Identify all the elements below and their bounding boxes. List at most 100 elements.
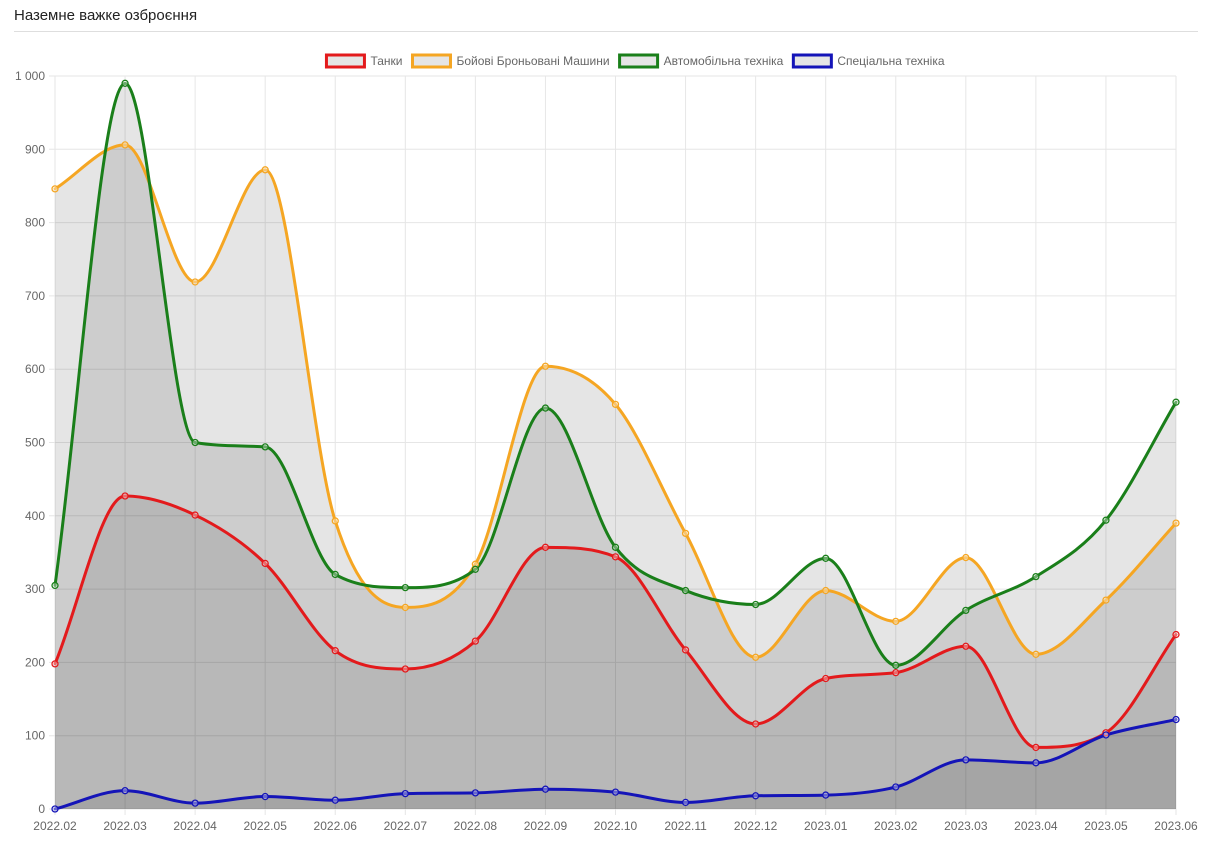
x-tick-label: 2022.12 xyxy=(734,819,778,833)
data-point[interactable] xyxy=(1032,759,1040,767)
data-point[interactable] xyxy=(1102,596,1110,604)
data-point[interactable] xyxy=(962,642,970,650)
data-point[interactable] xyxy=(51,581,59,590)
data-point[interactable] xyxy=(822,586,830,595)
series-area xyxy=(55,144,1176,810)
data-point[interactable] xyxy=(751,653,760,661)
data-point[interactable] xyxy=(962,553,970,562)
legend-item[interactable]: Бойові Броньовані Машини xyxy=(410,53,610,69)
data-point[interactable] xyxy=(1102,729,1110,737)
data-point[interactable] xyxy=(331,796,339,804)
data-point[interactable] xyxy=(261,792,269,801)
data-point[interactable] xyxy=(541,362,550,370)
data-point[interactable] xyxy=(121,492,129,500)
data-point[interactable] xyxy=(261,443,269,451)
data-point[interactable] xyxy=(611,553,620,561)
data-point[interactable] xyxy=(681,586,690,595)
data-point[interactable] xyxy=(191,799,199,807)
data-point[interactable] xyxy=(751,720,760,728)
data-point[interactable] xyxy=(51,660,59,668)
series-points xyxy=(51,79,1180,813)
data-point[interactable] xyxy=(331,570,339,579)
legend-item[interactable]: Спеціальна техніка xyxy=(791,53,945,69)
legend-item[interactable]: Автомобільна техніка xyxy=(618,53,784,69)
chart-legend[interactable]: Танки Бойові Броньовані Машини Автомобільн… xyxy=(324,53,945,69)
data-point[interactable] xyxy=(681,529,690,538)
data-point[interactable] xyxy=(751,600,760,609)
data-point[interactable] xyxy=(471,560,480,568)
data-point[interactable] xyxy=(1102,731,1110,739)
data-point[interactable] xyxy=(261,166,269,174)
data-point[interactable] xyxy=(1172,715,1180,724)
data-point[interactable] xyxy=(261,559,269,568)
data-point[interactable] xyxy=(962,606,970,615)
data-point[interactable] xyxy=(191,438,199,447)
y-tick-label: 900 xyxy=(25,142,45,156)
data-point[interactable] xyxy=(611,543,620,551)
y-tick-label: 200 xyxy=(25,655,45,669)
data-point[interactable] xyxy=(892,617,900,626)
data-point[interactable] xyxy=(401,583,409,592)
data-point[interactable] xyxy=(822,791,830,799)
data-point[interactable] xyxy=(681,798,690,807)
legend-swatch xyxy=(791,53,833,69)
data-point[interactable] xyxy=(401,789,409,798)
x-tick-label: 2022.04 xyxy=(173,819,217,833)
legend-swatch xyxy=(410,53,452,69)
y-axis: 0 100 200 300 400 500 600 700 800 900 1 000 xyxy=(15,69,45,816)
data-point[interactable] xyxy=(401,665,409,673)
panel-header: Наземне важке озброєння xyxy=(14,0,1198,32)
data-point[interactable] xyxy=(51,185,59,193)
data-point[interactable] xyxy=(541,543,550,551)
data-point[interactable] xyxy=(892,783,900,791)
data-point[interactable] xyxy=(541,785,550,793)
data-point[interactable] xyxy=(471,637,480,645)
data-point[interactable] xyxy=(1032,743,1040,752)
data-point[interactable] xyxy=(191,511,199,519)
series-area xyxy=(55,83,1176,809)
data-point[interactable] xyxy=(401,603,409,612)
data-point[interactable] xyxy=(681,646,690,654)
series-line xyxy=(53,718,1178,811)
data-point[interactable] xyxy=(751,792,760,800)
data-point[interactable] xyxy=(121,787,129,795)
legend-label: Танки xyxy=(370,54,402,68)
y-tick-label: 400 xyxy=(25,509,45,523)
y-tick-label: 0 xyxy=(38,802,45,816)
data-point[interactable] xyxy=(611,400,620,409)
data-point[interactable] xyxy=(962,756,970,764)
data-point[interactable] xyxy=(331,517,339,525)
data-point[interactable] xyxy=(1102,516,1110,524)
data-point[interactable] xyxy=(191,278,199,286)
data-point[interactable] xyxy=(1172,630,1180,639)
data-point[interactable] xyxy=(51,805,59,813)
legend-label: Спеціальна техніка xyxy=(837,54,945,68)
data-point[interactable] xyxy=(892,669,900,677)
data-point[interactable] xyxy=(822,674,830,683)
data-point[interactable] xyxy=(611,788,620,796)
data-point[interactable] xyxy=(1172,519,1180,527)
data-point[interactable] xyxy=(822,554,830,562)
x-tick-label: 2022.11 xyxy=(664,819,707,833)
data-point[interactable] xyxy=(1032,650,1040,658)
x-tick-label: 2022.05 xyxy=(243,819,287,833)
data-point[interactable] xyxy=(541,404,550,412)
data-point[interactable] xyxy=(121,141,129,149)
data-point[interactable] xyxy=(471,565,480,573)
y-tick-label: 100 xyxy=(25,729,45,743)
x-tick-label: 2022.06 xyxy=(314,819,358,833)
x-tick-label: 2023.04 xyxy=(1014,819,1058,833)
legend-item[interactable]: Танки xyxy=(324,53,402,69)
data-point[interactable] xyxy=(471,789,480,797)
legend-label: Автомобільна техніка xyxy=(664,54,784,68)
x-tick-label: 2023.06 xyxy=(1154,819,1198,833)
data-point[interactable] xyxy=(892,661,900,669)
data-point[interactable] xyxy=(121,79,129,87)
data-point[interactable] xyxy=(1032,572,1040,581)
data-point[interactable] xyxy=(331,647,339,655)
x-tick-label: 2022.08 xyxy=(454,819,498,833)
y-tick-label: 500 xyxy=(25,436,45,450)
data-point[interactable] xyxy=(1172,398,1180,406)
x-tick-label: 2023.01 xyxy=(804,819,848,833)
